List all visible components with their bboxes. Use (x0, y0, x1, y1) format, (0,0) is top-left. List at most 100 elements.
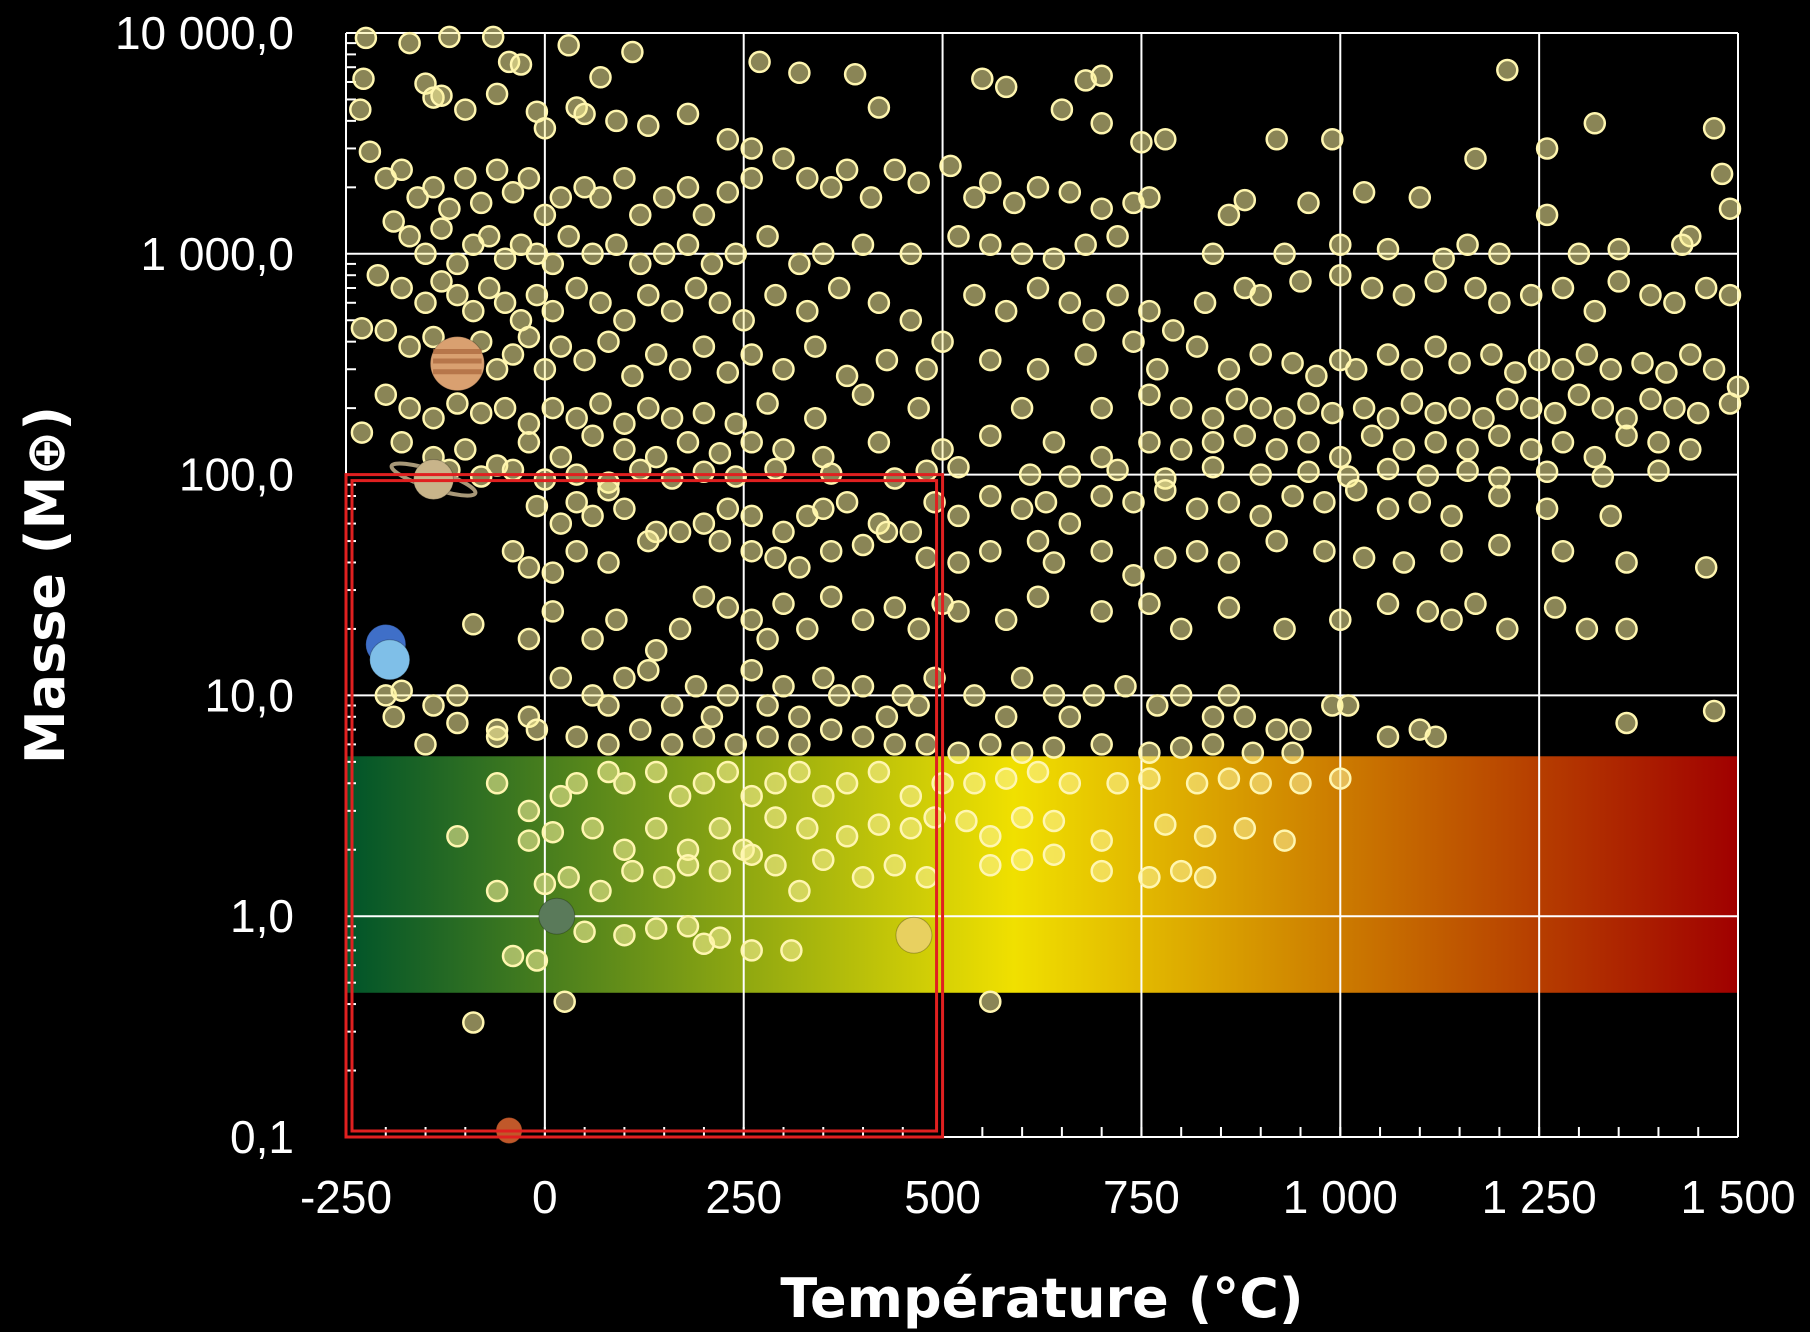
data-point (1647, 431, 1670, 454)
data-point (1313, 490, 1336, 514)
data-point (716, 181, 740, 204)
data-point (851, 233, 875, 256)
data-point (708, 926, 732, 949)
data-point (788, 760, 811, 784)
data-point (605, 608, 628, 632)
data-point (358, 140, 382, 163)
data-point (724, 733, 748, 756)
data-point (1281, 484, 1304, 508)
data-point (668, 617, 692, 641)
data-point (1058, 512, 1082, 535)
data-point (1519, 438, 1543, 461)
data-point (994, 767, 1018, 790)
data-point (1496, 617, 1519, 641)
data-point (565, 725, 588, 748)
data-point (509, 53, 533, 76)
data-point (541, 299, 565, 323)
data-point (1424, 335, 1447, 358)
data-point (835, 825, 859, 848)
data-point (756, 694, 779, 717)
data-point (1058, 291, 1082, 315)
data-point (621, 859, 644, 883)
data-point (1376, 406, 1400, 430)
data-point (1138, 431, 1161, 454)
data-point (1241, 741, 1265, 764)
data-point (454, 438, 477, 461)
data-point (1090, 64, 1113, 88)
y-axis-title: Masse (M⊕) (14, 406, 77, 764)
data-point (804, 406, 827, 430)
data-point (676, 431, 700, 454)
data-point (1591, 465, 1615, 488)
data-point (692, 460, 716, 484)
data-point (462, 299, 485, 323)
data-point (462, 613, 485, 636)
data-point (788, 556, 811, 579)
data-point (851, 866, 875, 889)
data-point (1289, 772, 1312, 795)
data-point (1472, 406, 1495, 430)
data-point (1289, 718, 1312, 741)
data-point (469, 465, 493, 488)
data-point (708, 859, 732, 883)
data-point (1225, 387, 1249, 411)
data-point (549, 512, 573, 535)
data-point (875, 348, 899, 372)
data-point (1686, 401, 1710, 425)
data-point (382, 705, 405, 729)
data-point (1344, 358, 1368, 381)
data-point (589, 186, 612, 209)
data-point (597, 551, 620, 574)
data-point (422, 325, 445, 349)
data-point (835, 490, 859, 514)
data-point (541, 600, 565, 623)
data-point (541, 252, 565, 276)
data-point (796, 299, 819, 323)
data-point (764, 854, 787, 877)
data-point (613, 309, 636, 332)
data-point (979, 854, 1002, 877)
data-point (1424, 431, 1447, 454)
data-point (812, 242, 835, 266)
data-point (1090, 112, 1113, 135)
data-point (1543, 596, 1567, 619)
data-point (390, 679, 413, 702)
data-point (422, 406, 445, 430)
data-point (772, 147, 795, 170)
data-point (350, 317, 374, 340)
data-point (1679, 438, 1702, 461)
data-point (740, 504, 763, 528)
data-point (517, 556, 541, 579)
data-point (708, 441, 732, 465)
data-point (1440, 504, 1463, 528)
data-point (1026, 585, 1050, 608)
data-point (1042, 684, 1066, 707)
data-point (1154, 546, 1177, 570)
data-point (716, 760, 740, 784)
data-point (1551, 539, 1575, 563)
data-point (485, 158, 509, 182)
data-point (1464, 276, 1487, 300)
data-point (851, 725, 875, 748)
data-point (1448, 351, 1471, 375)
data-point (1456, 233, 1479, 256)
data-point (565, 772, 588, 795)
data-point (716, 497, 740, 521)
data-point (350, 421, 374, 444)
data-point (1344, 478, 1368, 502)
data-point (637, 396, 660, 420)
data-point (493, 396, 517, 420)
data-point (1718, 197, 1742, 220)
data-point (573, 920, 596, 944)
data-point (867, 760, 891, 784)
data-point (994, 705, 1018, 729)
data-point (692, 512, 716, 535)
data-point (1392, 551, 1416, 574)
data-point (740, 843, 763, 866)
data-point (1169, 438, 1193, 461)
data-point (1273, 617, 1296, 641)
data-point (1615, 424, 1638, 447)
data-point (1122, 330, 1145, 353)
data-point (660, 299, 684, 323)
data-point (851, 675, 875, 698)
